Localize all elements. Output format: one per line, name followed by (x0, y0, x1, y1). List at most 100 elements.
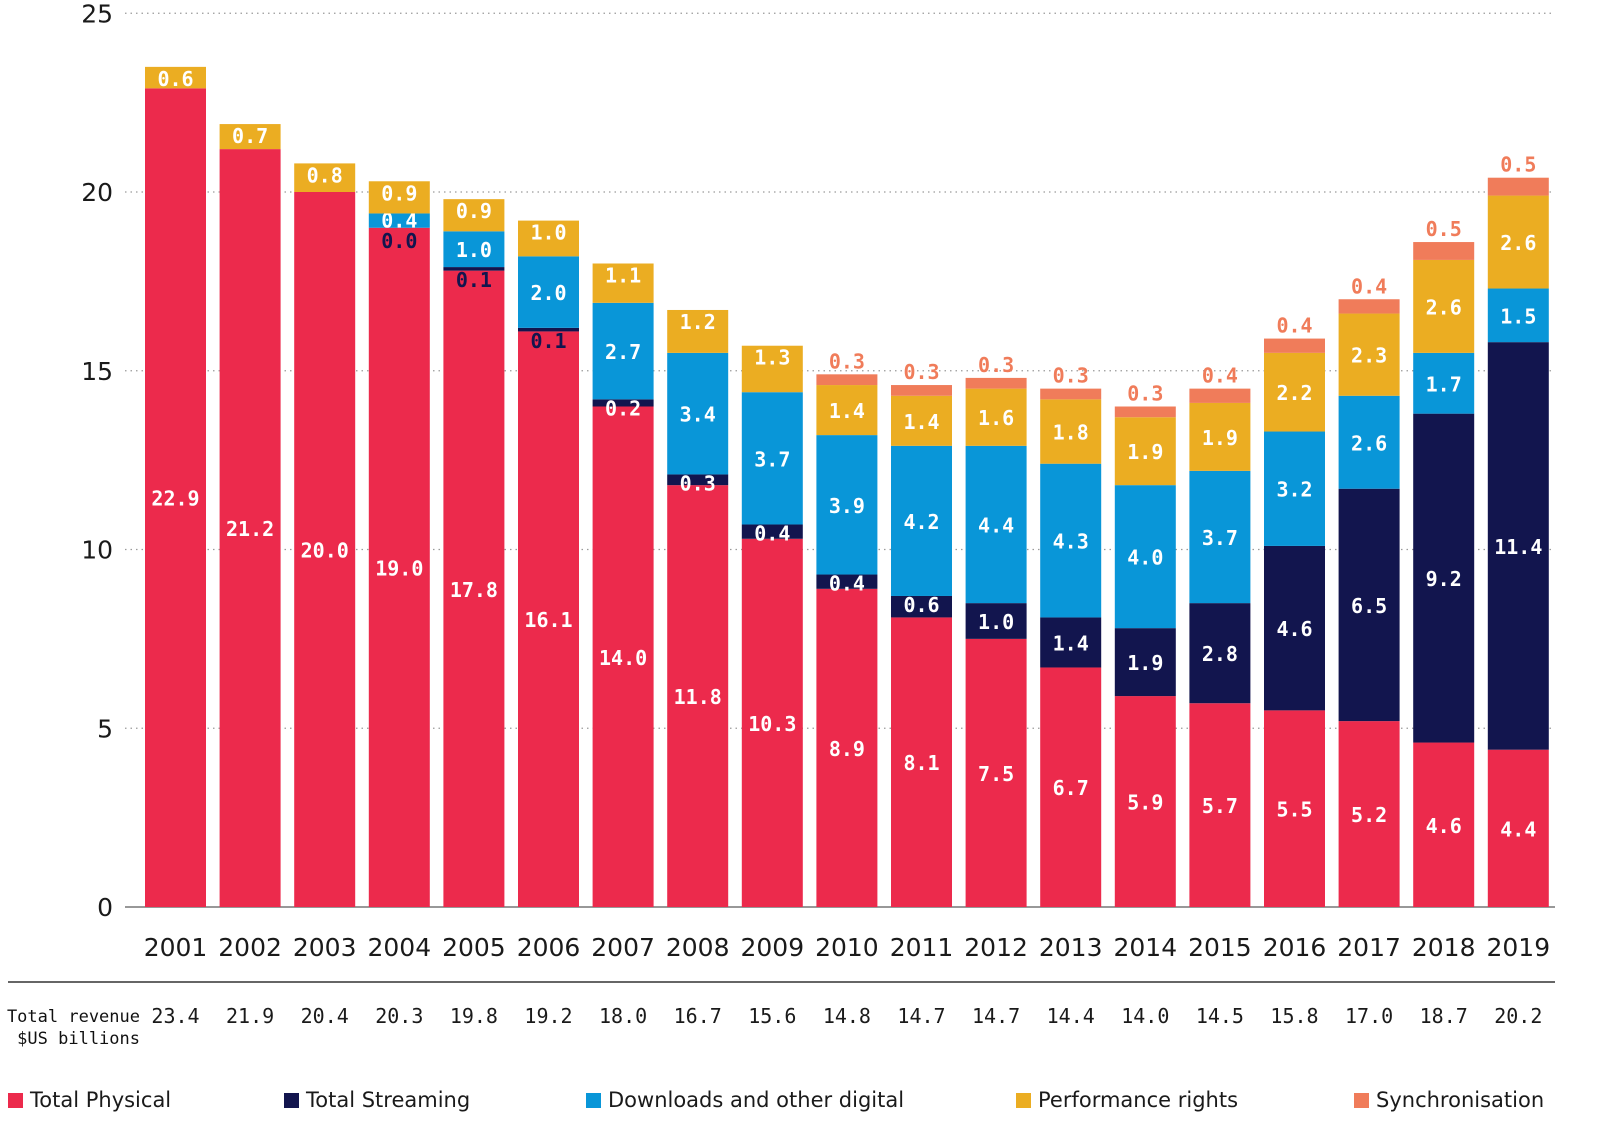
bar-total-physical-2009 (741, 538, 803, 907)
y-tick-label-20: 20 (81, 178, 113, 207)
data-label-synchronisation-2017: 0.4 (1351, 274, 1387, 298)
data-label-total-physical-2005: 17.8 (450, 578, 498, 602)
bar-total-physical-2017 (1338, 721, 1400, 907)
bar-total-physical-2002 (219, 149, 281, 908)
x-tick-label-2009: 2009 (740, 933, 804, 962)
bar-downloads-and-other-digital-2011 (891, 445, 952, 596)
bar-total-streaming-2011 (891, 595, 952, 618)
bar-total-streaming-2012 (965, 603, 1027, 639)
bar-total-streaming-2015 (1189, 603, 1251, 704)
data-label-synchronisation-2012: 0.3 (978, 353, 1014, 377)
bar-total-physical-2015 (1189, 703, 1251, 907)
x-tick-label-2018: 2018 (1412, 933, 1476, 962)
bar-performance-rights-2015 (1189, 402, 1251, 471)
data-label-synchronisation-2019: 0.5 (1500, 153, 1536, 177)
legend-item-downloads: Downloads and other digital (586, 1088, 904, 1112)
total-revenue-2002: 21.9 (226, 1004, 274, 1028)
total-revenue-2013: 14.4 (1047, 1004, 1095, 1028)
bar-downloads-and-other-digital-2005 (443, 231, 505, 268)
bar-total-physical-2005 (443, 270, 505, 907)
bar-total-physical-2008 (667, 485, 729, 907)
totals-row-title: Total revenue $US billions (0, 1006, 140, 1050)
totals-title-line-2: $US billions (17, 1029, 140, 1049)
bar-downloads-and-other-digital-2012 (965, 445, 1027, 604)
data-label-total-streaming-2013: 1.4 (1053, 631, 1089, 655)
bar-total-streaming-2018 (1413, 413, 1475, 743)
x-tick-label-2013: 2013 (1039, 933, 1103, 962)
data-label-synchronisation-2018: 0.5 (1426, 217, 1462, 241)
bar-synchronisation-2014 (1114, 406, 1176, 418)
data-label-total-streaming-2017: 6.5 (1351, 594, 1387, 618)
bar-performance-rights-2001 (145, 66, 206, 89)
x-tick-label-2005: 2005 (442, 933, 506, 962)
bar-downloads-and-other-digital-2004 (368, 213, 430, 228)
bar-performance-rights-2011 (891, 395, 952, 446)
bar-total-streaming-2005 (443, 267, 505, 271)
bar-performance-rights-2004 (368, 181, 430, 214)
data-label-total-physical-2017: 5.2 (1351, 803, 1387, 827)
total-revenue-2018: 18.7 (1420, 1004, 1468, 1028)
data-label-downloads-and-other-digital-2007: 2.7 (605, 340, 641, 364)
bar-synchronisation-2016 (1264, 338, 1325, 353)
bar-synchronisation-2011 (891, 385, 952, 396)
data-label-performance-rights-2004: 0.9 (381, 181, 417, 205)
bar-performance-rights-2002 (219, 124, 281, 150)
x-tick-label-2001: 2001 (144, 933, 208, 962)
bar-performance-rights-2003 (294, 163, 356, 192)
data-label-performance-rights-2006: 1.0 (530, 221, 566, 245)
bar-total-physical-2004 (368, 227, 430, 907)
data-label-synchronisation-2014: 0.3 (1127, 382, 1163, 406)
x-tick-label-2015: 2015 (1188, 933, 1252, 962)
bar-synchronisation-2013 (1040, 388, 1102, 400)
x-tick-label-2014: 2014 (1113, 933, 1177, 962)
legend-swatch-total-streaming (284, 1092, 299, 1108)
bar-total-streaming-2019 (1487, 342, 1549, 750)
data-label-total-physical-2009: 10.3 (748, 712, 796, 736)
bar-synchronisation-2010 (816, 374, 878, 386)
bar-total-physical-2018 (1413, 742, 1475, 907)
data-label-synchronisation-2015: 0.4 (1202, 364, 1238, 388)
data-label-performance-rights-2017: 2.3 (1351, 344, 1387, 368)
data-label-total-physical-2016: 5.5 (1276, 798, 1312, 822)
bar-performance-rights-2013 (1040, 399, 1102, 464)
data-label-downloads-and-other-digital-2012: 4.4 (978, 513, 1014, 537)
total-revenue-2010: 14.8 (823, 1004, 871, 1028)
bar-synchronisation-2019 (1487, 177, 1549, 196)
data-label-performance-rights-2005: 0.9 (456, 199, 492, 223)
bar-total-streaming-2016 (1264, 545, 1325, 711)
y-tick-label-25: 25 (81, 0, 113, 28)
total-revenue-2004: 20.3 (375, 1004, 423, 1028)
legend-label-synchronisation: Synchronisation (1376, 1088, 1545, 1112)
bar-performance-rights-2010 (816, 385, 878, 436)
total-revenue-2019: 20.2 (1494, 1004, 1542, 1028)
x-tick-label-2008: 2008 (666, 933, 730, 962)
bar-synchronisation-2017 (1338, 299, 1400, 314)
bar-downloads-and-other-digital-2006 (518, 256, 579, 328)
x-tick-label-2007: 2007 (591, 933, 655, 962)
bar-total-streaming-2006 (518, 327, 579, 332)
bar-total-streaming-2007 (592, 399, 654, 407)
bar-total-streaming-2009 (741, 524, 803, 539)
total-revenue-2007: 18.0 (599, 1004, 647, 1028)
data-label-synchronisation-2016: 0.4 (1276, 314, 1312, 338)
legend-swatch-total-physical (8, 1092, 23, 1108)
data-label-total-streaming-2016: 4.6 (1276, 617, 1312, 641)
y-tick-label-0: 0 (97, 893, 113, 922)
data-label-downloads-and-other-digital-2017: 2.6 (1351, 431, 1387, 455)
data-label-total-streaming-2015: 2.8 (1202, 642, 1238, 666)
data-label-total-streaming-2006: 0.1 (530, 329, 566, 353)
total-revenue-2009: 15.6 (748, 1004, 796, 1028)
bars: 22.9 0.6 21.2 0.7 20.0 0.8 19.0 0.0 0.4 0.9 17.8 0.… (145, 66, 1549, 908)
x-tick-label-2003: 2003 (293, 933, 357, 962)
legend-item-performance-rights: Performance rights (1016, 1088, 1238, 1112)
data-label-total-streaming-2005: 0.1 (456, 268, 492, 292)
legend-swatch-downloads (586, 1092, 601, 1108)
data-label-performance-rights-2015: 1.9 (1202, 426, 1238, 450)
total-revenue-2012: 14.7 (972, 1004, 1020, 1028)
x-axis: 2001 2002 2003 2004 2005 2006 2007 2008 2009 2010… (144, 933, 1550, 962)
x-tick-label-2011: 2011 (890, 933, 954, 962)
data-label-total-physical-2008: 11.8 (674, 685, 722, 709)
bar-synchronisation-2015 (1189, 388, 1251, 403)
bar-total-physical-2013 (1040, 667, 1102, 907)
